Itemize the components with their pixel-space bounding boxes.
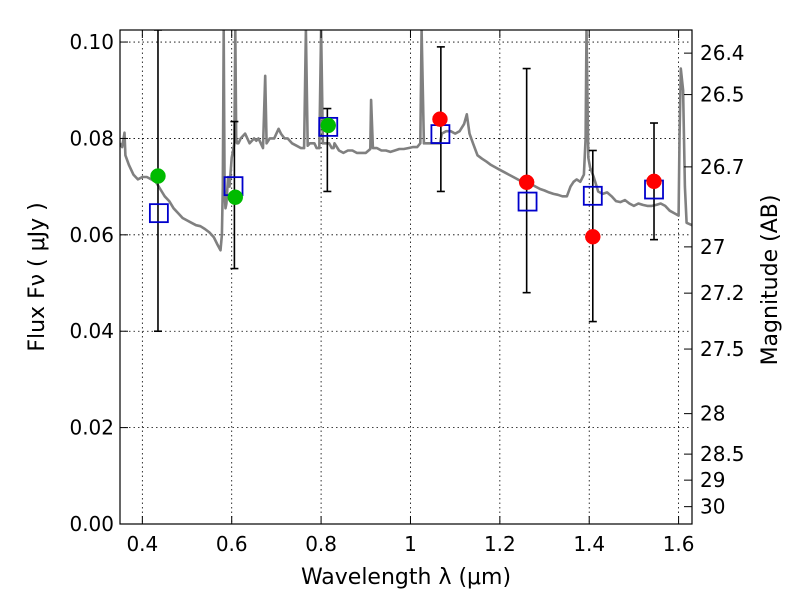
- observed-point: [227, 189, 244, 205]
- spectrum-layer: [120, 30, 692, 252]
- observed-point: [150, 168, 166, 184]
- observed-point: [646, 173, 662, 190]
- model-point: [582, 185, 603, 206]
- y2-tick-label: 26.4: [700, 41, 745, 65]
- y2-tick-label: 27.2: [700, 281, 745, 305]
- y2-tick-label: 28.5: [700, 442, 745, 466]
- observed-point: [432, 111, 448, 127]
- model-points-layer: [148, 116, 664, 224]
- y-tick-label: 0.06: [69, 223, 114, 247]
- y2-tick-label: 26.7: [700, 155, 745, 179]
- y2-tick-label: 28: [700, 402, 725, 426]
- y-tick-label: 0.10: [69, 30, 114, 54]
- x-tick-label: 0.4: [126, 532, 158, 556]
- y-tick-label: 0.00: [69, 512, 114, 536]
- model-spectrum-line: [120, 30, 692, 252]
- observed-point: [320, 117, 336, 134]
- observed-point: [518, 174, 535, 191]
- model-point: [517, 191, 538, 212]
- y-axis-label: Flux Fν ( μJy ): [25, 202, 50, 351]
- y2-tick-label: 29: [700, 468, 725, 492]
- y2-axis-label: Magnitude (AB): [758, 195, 783, 366]
- y2-tick-label: 27.5: [700, 337, 745, 361]
- observed-point: [585, 229, 601, 245]
- observed-points-layer: [150, 111, 662, 245]
- y-tick-label: 0.04: [69, 319, 114, 343]
- model-point: [148, 203, 169, 224]
- tick-labels: 0.4 0.6 0.8 1 1.2 1.4 1.6 0.00 0.02 0.04 0.06 0.08 0…: [69, 30, 744, 556]
- x-axis-label: Wavelength λ (μm): [301, 565, 511, 590]
- y2-tick-label: 26.5: [700, 83, 745, 107]
- y2-tick-label: 30: [700, 495, 725, 519]
- x-tick-label: 0.8: [305, 532, 337, 556]
- x-tick-label: 0.6: [216, 532, 248, 556]
- x-tick-label: 1.2: [484, 532, 516, 556]
- x-tick-label: 1: [404, 532, 417, 556]
- y2-tick-label: 27: [700, 235, 725, 259]
- plot-frame: [119, 29, 693, 525]
- x-tick-label: 1.4: [573, 532, 605, 556]
- x-tick-label: 1.6: [663, 532, 695, 556]
- y-tick-label: 0.02: [69, 416, 114, 440]
- plot-area: [120, 30, 692, 524]
- y-tick-label: 0.08: [69, 126, 114, 150]
